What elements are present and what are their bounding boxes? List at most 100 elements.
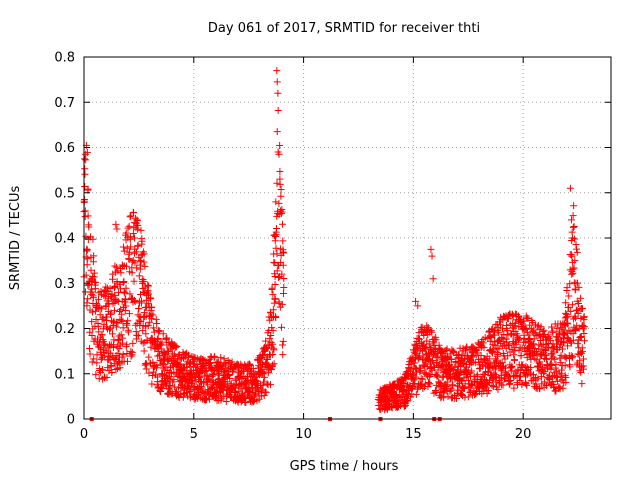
data-point (494, 351, 502, 359)
data-point (492, 373, 500, 381)
data-point (198, 363, 206, 371)
data-point (137, 297, 145, 305)
data-point (494, 385, 502, 393)
data-point (121, 289, 129, 297)
data-point (94, 295, 102, 303)
data-point (273, 225, 281, 233)
data-point (112, 220, 120, 228)
data-point (246, 361, 254, 369)
data-point (259, 351, 267, 359)
data-point (512, 341, 520, 349)
y-tick-label: 0.8 (54, 51, 75, 66)
y-tick-label: 0.5 (54, 186, 75, 201)
data-point (117, 316, 125, 324)
data-point (142, 330, 150, 338)
data-point (518, 361, 526, 369)
data-point (109, 330, 117, 338)
data-point (133, 264, 141, 272)
data-point (123, 357, 131, 365)
data-point (452, 394, 460, 402)
data-point (547, 365, 555, 373)
data-point (455, 382, 463, 390)
data-point (401, 402, 409, 410)
data-point (574, 299, 582, 307)
data-point (137, 226, 145, 234)
data-point (147, 294, 155, 302)
data-point (124, 317, 132, 325)
data-point (579, 305, 587, 313)
data-point (202, 368, 210, 376)
data-point (237, 360, 245, 368)
data-point (81, 170, 89, 178)
data-point (561, 372, 569, 380)
data-points (80, 67, 588, 421)
data-point (559, 384, 567, 392)
data-point (107, 361, 115, 369)
data-point (495, 329, 503, 337)
data-point (254, 387, 262, 395)
data-point (132, 248, 140, 256)
data-point (269, 351, 277, 359)
data-point (81, 207, 89, 215)
data-point (115, 289, 123, 297)
data-point (490, 346, 498, 354)
data-point (89, 294, 97, 302)
data-point (128, 348, 136, 356)
data-point (138, 237, 146, 245)
data-point (251, 389, 259, 397)
data-point (419, 385, 427, 393)
data-point (570, 223, 578, 231)
data-point (120, 288, 128, 296)
data-point (488, 381, 496, 389)
data-point (120, 278, 128, 286)
data-point (262, 388, 270, 396)
data-point (148, 315, 156, 323)
data-point (515, 373, 523, 381)
data-point (279, 341, 287, 349)
data-point (546, 336, 554, 344)
data-point (153, 320, 161, 328)
y-tick-label: 0.6 (54, 141, 75, 156)
data-point (112, 366, 120, 374)
data-point (522, 372, 530, 380)
data-point (273, 267, 281, 275)
data-point (539, 369, 547, 377)
data-point (108, 368, 116, 376)
data-point (84, 212, 92, 220)
data-point (89, 235, 97, 243)
data-point (90, 269, 98, 277)
data-point (278, 300, 286, 308)
data-point (260, 373, 268, 381)
data-point (83, 302, 91, 310)
data-point (561, 361, 569, 369)
data-point (536, 384, 544, 392)
data-point (135, 305, 143, 313)
data-point (273, 179, 281, 187)
data-point (442, 347, 450, 355)
data-point (113, 225, 121, 233)
data-point (516, 335, 524, 343)
data-point (126, 290, 134, 298)
data-point (567, 307, 575, 315)
data-point (272, 244, 280, 252)
data-point (521, 324, 529, 332)
data-point (555, 343, 563, 351)
data-point (272, 314, 280, 322)
data-point (155, 327, 163, 335)
data-point (133, 331, 141, 339)
data-point (428, 252, 436, 260)
data-point (278, 270, 286, 278)
data-point (432, 336, 440, 344)
data-point (119, 317, 127, 325)
data-point (537, 323, 545, 331)
data-point (264, 369, 272, 377)
x-tick-labels: 0 5 10 15 20 (80, 427, 532, 442)
data-point (429, 357, 437, 365)
data-point (428, 328, 436, 336)
data-point (277, 207, 285, 215)
data-point (565, 292, 573, 300)
data-point (130, 296, 138, 304)
data-point (570, 264, 578, 272)
data-point (123, 321, 131, 329)
data-point (429, 275, 437, 283)
